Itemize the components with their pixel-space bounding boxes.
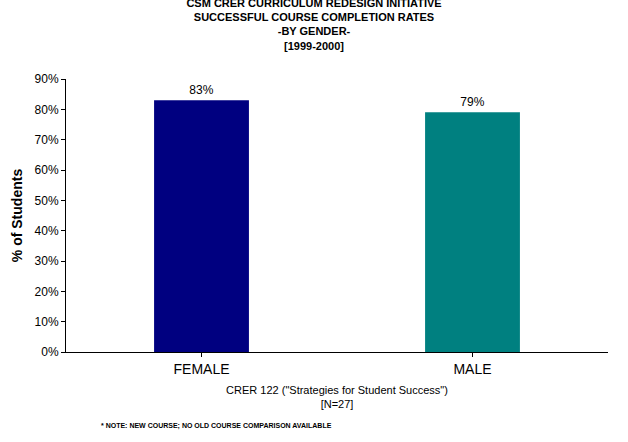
svg-text:79%: 79% bbox=[460, 95, 484, 109]
svg-text:* NOTE: NEW COURSE; NO OLD COU: * NOTE: NEW COURSE; NO OLD COURSE COMPAR… bbox=[101, 422, 332, 430]
svg-text:10%: 10% bbox=[35, 315, 59, 329]
svg-text:60%: 60% bbox=[35, 163, 59, 177]
svg-text:CSM CRER CURRICULUM REDESIGN I: CSM CRER CURRICULUM REDESIGN INITIATIVES… bbox=[186, 0, 441, 52]
svg-text:20%: 20% bbox=[35, 285, 59, 299]
svg-text:83%: 83% bbox=[189, 83, 213, 97]
svg-text:MALE: MALE bbox=[453, 361, 491, 377]
svg-text:30%: 30% bbox=[35, 254, 59, 268]
svg-text:80%: 80% bbox=[35, 103, 59, 117]
svg-text:40%: 40% bbox=[35, 224, 59, 238]
svg-text:50%: 50% bbox=[35, 194, 59, 208]
svg-text:FEMALE: FEMALE bbox=[173, 361, 229, 377]
svg-text:% of Students: % of Students bbox=[9, 169, 25, 263]
svg-text:CRER 122 ("Strategies for Stud: CRER 122 ("Strategies for Student Succes… bbox=[226, 384, 448, 410]
svg-text:90%: 90% bbox=[35, 72, 59, 86]
svg-text:70%: 70% bbox=[35, 133, 59, 147]
svg-text:0%: 0% bbox=[41, 345, 59, 359]
